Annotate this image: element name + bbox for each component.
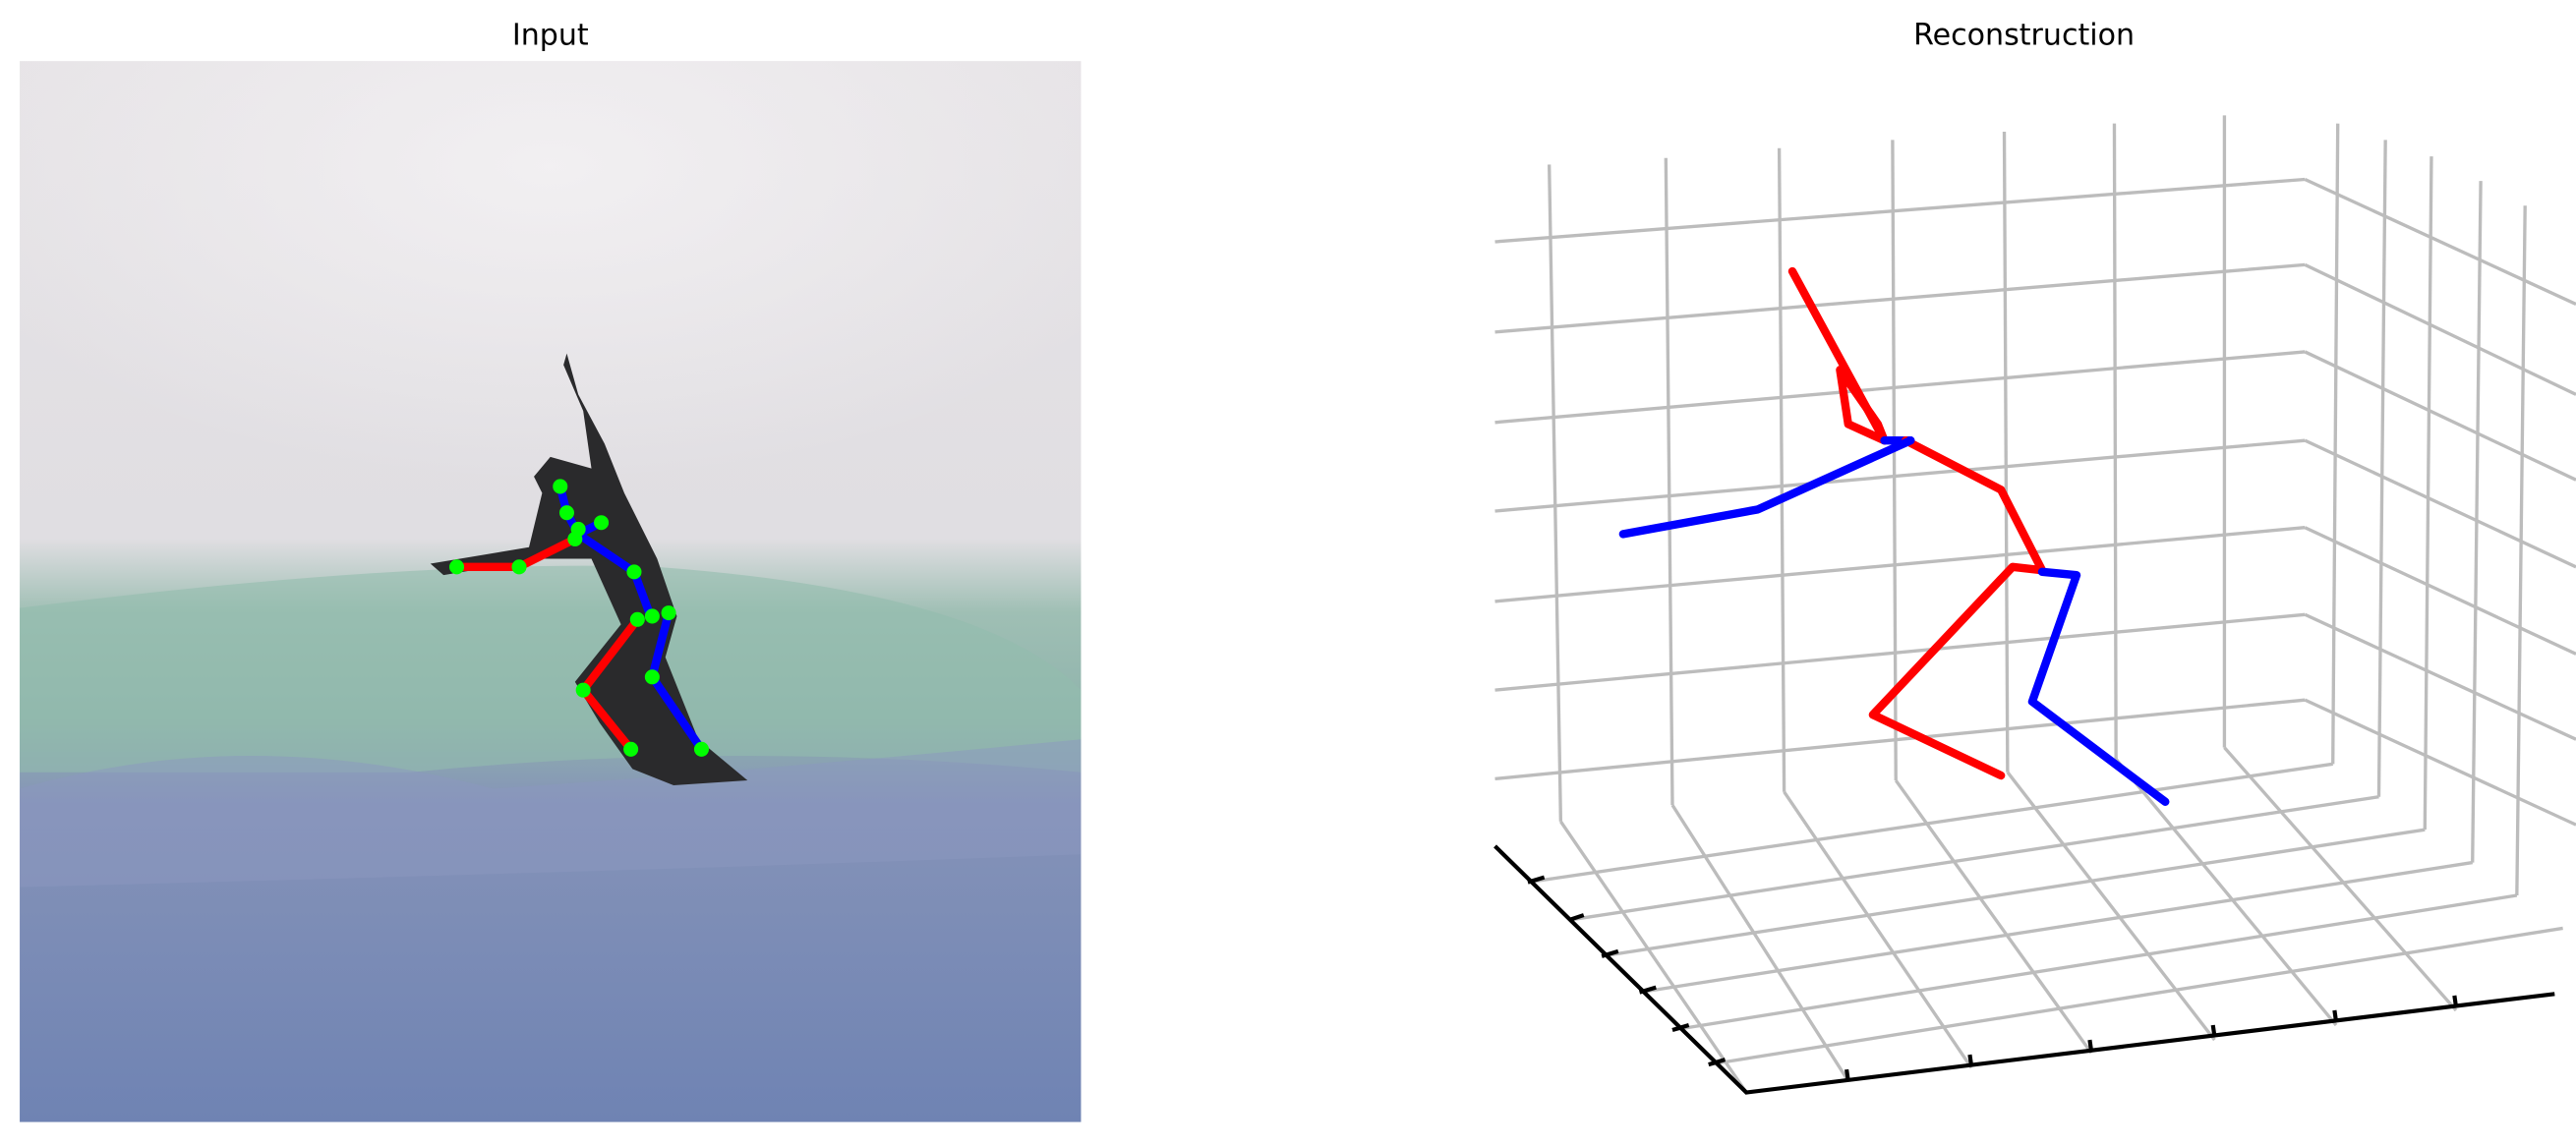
input-skeleton [448, 479, 710, 757]
panel-title: Input [512, 18, 589, 52]
3d-skeleton [1618, 266, 2170, 806]
3d-grid [1494, 115, 2576, 1094]
panel-title: Reconstruction [1913, 18, 2135, 52]
input-image [20, 61, 1082, 1122]
3d-axes [1493, 844, 2555, 1095]
